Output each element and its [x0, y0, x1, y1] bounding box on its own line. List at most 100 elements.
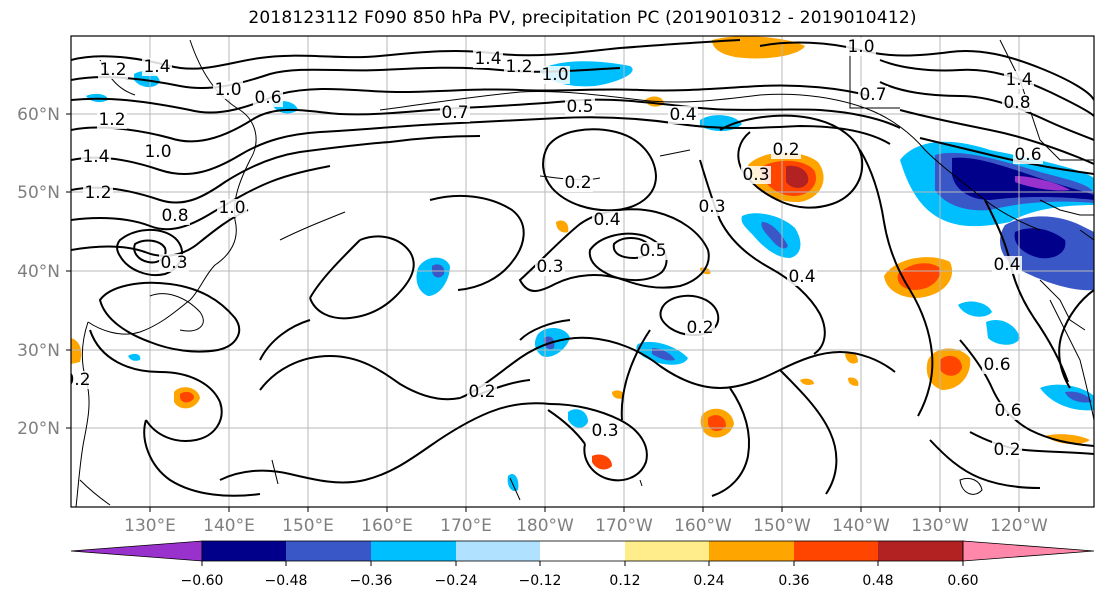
precip-neg-e3-core — [1065, 391, 1092, 403]
contour-label-bg — [993, 402, 1023, 420]
contour-label-bg — [97, 111, 127, 129]
precip-neg-m4 — [568, 409, 588, 428]
contour-label-bg — [787, 268, 817, 286]
colorbar-seg-3 — [371, 541, 456, 561]
contour-label-bg — [142, 58, 172, 76]
contour-label: 0.2 — [686, 318, 713, 338]
precip-pos-m3 — [592, 454, 612, 470]
precip-pos-m2-red — [708, 415, 726, 432]
lat-label-60n: 60°N — [17, 105, 60, 125]
contour-label: 0.2 — [993, 440, 1020, 460]
colorbar-tick-label: −0.12 — [519, 573, 562, 589]
figure-title: 2018123112 F090 850 hPa PV, precipitatio… — [248, 8, 917, 28]
contour-label-bg — [83, 184, 113, 202]
colorbar-tick-label: −0.36 — [350, 573, 393, 589]
contour-label: 0.3 — [536, 257, 563, 277]
contour-label-bg — [217, 199, 247, 217]
contour-label-bg — [668, 106, 698, 124]
contour-label: 1.0 — [218, 198, 245, 218]
colorbar-tick-label: 0.60 — [947, 573, 978, 589]
colorbar-frame — [201, 540, 964, 562]
lon-label-170e: 170°E — [440, 516, 492, 536]
colorbar-seg-6 — [625, 541, 709, 561]
contour-label: 0.3 — [160, 253, 187, 273]
contour-label-bg — [771, 141, 801, 159]
contour-label: 1.0 — [214, 80, 241, 100]
contour-label: 1.2 — [505, 57, 532, 77]
precip-pos-m7 — [848, 377, 859, 386]
contour-label-bg — [590, 422, 620, 440]
colorbar: −0.60 −0.48 −0.36 −0.24 −0.12 0.12 0.24 … — [70, 540, 1095, 589]
precip-pos-m8 — [800, 378, 814, 385]
contour-label-bg — [741, 166, 771, 184]
lon-label-140e: 140°E — [203, 516, 255, 536]
colorbar-tick-label: −0.60 — [181, 573, 224, 589]
map-content: 1.2 1.41.21.4 1.01.20.80.31.0 0.61.01.4 1.2 1… — [71, 36, 1094, 507]
contour-label: 0.4 — [993, 255, 1020, 275]
precip-neg-e2 — [986, 319, 1020, 345]
contour-label-bg — [638, 242, 668, 260]
contour-label-bg — [467, 383, 497, 401]
contour-label: 1.4 — [474, 49, 501, 69]
colorbar-ticks — [201, 561, 964, 566]
lon-label-130w: 130°W — [911, 516, 969, 536]
contour-label: 1.2 — [84, 183, 111, 203]
contour-label: 0.6 — [254, 88, 281, 108]
contour-label-bg — [504, 58, 534, 76]
contour-label: 0.4 — [669, 105, 696, 125]
contour-label-bg — [160, 207, 190, 225]
contour-label-bg — [143, 143, 173, 161]
lat-label-40n: 40°N — [17, 262, 60, 282]
lat-label-50n: 50°N — [17, 183, 60, 203]
precip-neg-m6 — [128, 353, 141, 361]
contour-label-bg — [685, 319, 715, 337]
contour-label-bg — [473, 50, 503, 68]
contour-label-bg — [563, 174, 593, 192]
axis-ticks — [66, 113, 1020, 512]
contour-label-bg — [253, 89, 283, 107]
contour-label-bg — [592, 211, 622, 229]
precip-neg-bc-deep — [1014, 228, 1066, 259]
colorbar-seg-9 — [878, 541, 963, 561]
contour-label: 0.4 — [593, 210, 620, 230]
precip-neg-45n-core — [761, 222, 788, 249]
precip-pos-m4 — [556, 220, 569, 233]
contour-label-bg — [846, 38, 876, 56]
colorbar-seg-2 — [286, 541, 371, 561]
colorbar-seg-7 — [709, 541, 794, 561]
contour-label: 0.8 — [161, 206, 188, 226]
contour-label: 0.8 — [1003, 93, 1030, 113]
contour-label-bg — [540, 66, 570, 84]
contour-label-bg — [1004, 71, 1034, 89]
longitude-labels: 130°E 140°E 150°E 160°E 170°E 180°W 170°… — [124, 516, 1048, 536]
contour-label: 0.6 — [983, 355, 1010, 375]
precip-pos-m1-red — [180, 391, 194, 403]
colorbar-tick-label: 0.24 — [693, 573, 724, 589]
colorbar-seg-1 — [202, 541, 286, 561]
lat-label-20n: 20°N — [17, 419, 60, 439]
precip-neg-m3-core — [652, 348, 675, 361]
precip-pos-m5 — [612, 390, 625, 399]
lat-label-30n: 30°N — [17, 341, 60, 361]
contour-label: 1.0 — [541, 65, 568, 85]
colorbar-extend-low — [70, 540, 203, 562]
contour-label: 0.2 — [772, 140, 799, 160]
precip-neg-e1 — [958, 301, 992, 317]
contour-label: 1.4 — [143, 57, 170, 77]
precip-pos-m9 — [71, 338, 82, 364]
contour-label: 1.4 — [1005, 70, 1032, 90]
precip-pos-28n-red — [940, 355, 962, 376]
colorbar-seg-8 — [794, 541, 878, 561]
precip-neg-e3 — [1040, 384, 1094, 411]
colorbar-tick-label: −0.24 — [435, 573, 478, 589]
precip-pos-40n-red — [897, 263, 941, 290]
colorbar-extend-high — [962, 540, 1095, 562]
lon-label-160w: 160°W — [674, 516, 732, 536]
coastlines — [75, 39, 1094, 507]
lon-label-170w: 170°W — [595, 516, 653, 536]
colorbar-tick-label: −0.48 — [265, 573, 308, 589]
contour-label: 0.3 — [698, 197, 725, 217]
precip-pos-m6 — [845, 352, 858, 364]
lon-label-150w: 150°W — [753, 516, 811, 536]
contour-label-bg — [440, 104, 470, 122]
